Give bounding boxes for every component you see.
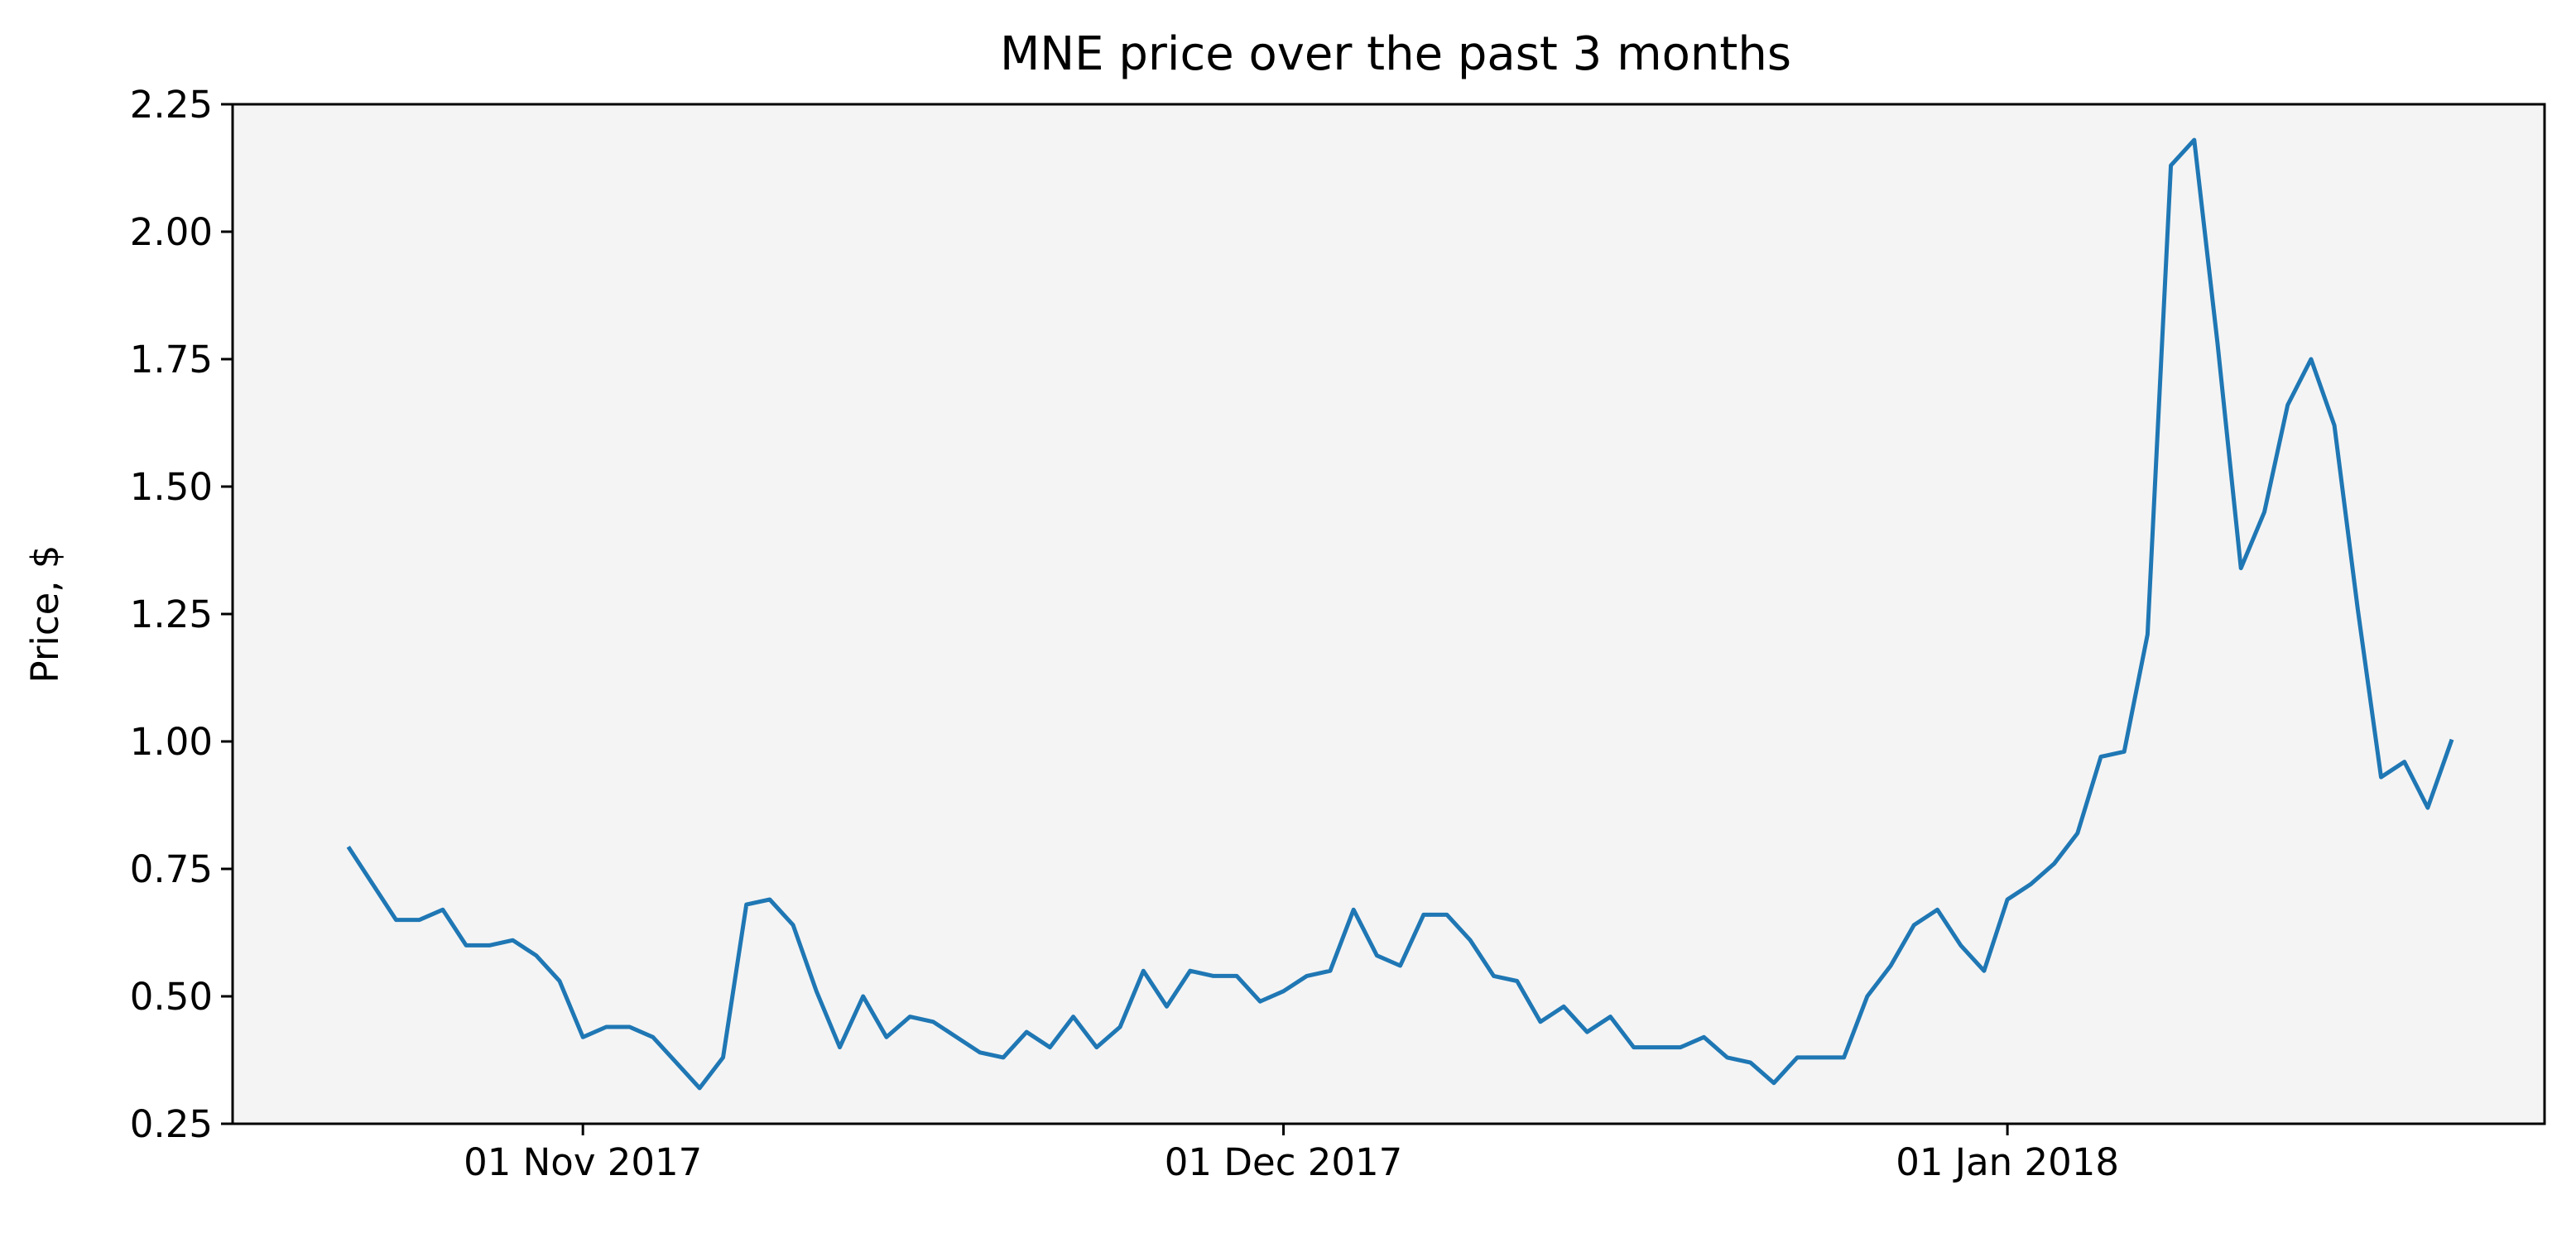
y-tick-label: 0.75 xyxy=(130,847,213,891)
y-tick-label: 1.50 xyxy=(130,465,213,509)
x-tick-label: 01 Dec 2017 xyxy=(1165,1140,1402,1184)
y-tick-label: 0.25 xyxy=(130,1102,213,1146)
y-tick-label: 1.75 xyxy=(130,338,213,381)
y-tick-label: 0.50 xyxy=(130,975,213,1019)
chart-title: MNE price over the past 3 months xyxy=(1000,27,1791,81)
plot-frame xyxy=(231,103,2546,1125)
plot-area xyxy=(233,104,2545,1124)
y-tick-label: 1.00 xyxy=(130,720,213,764)
x-axis-ticks: 01 Nov 2017 01 Dec 2017 01 Jan 2018 xyxy=(464,1124,2119,1184)
y-axis-ticks: 0.25 0.50 0.75 1.00 1.25 1.50 1.75 2.00 2.25 xyxy=(130,83,233,1146)
x-tick-label: 01 Nov 2017 xyxy=(464,1140,702,1184)
y-tick-label: 2.00 xyxy=(130,210,213,254)
y-tick-label: 1.25 xyxy=(130,593,213,636)
series-line xyxy=(346,137,2454,1091)
x-tick-label: 01 Jan 2018 xyxy=(1896,1140,2119,1184)
y-tick-label: 2.25 xyxy=(130,83,213,127)
y-axis-label: Price, $ xyxy=(23,545,67,683)
